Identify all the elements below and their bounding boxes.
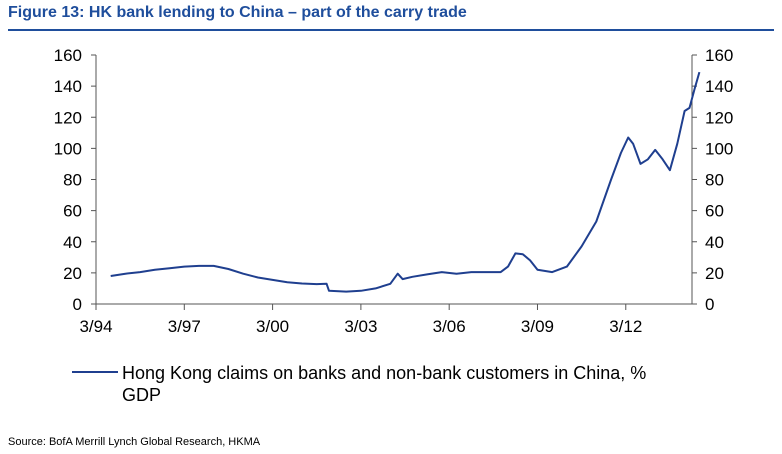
- y-tick-label-left: 80: [63, 171, 82, 190]
- y-tick-label-right: 160: [705, 46, 733, 65]
- y-tick-label-right: 0: [705, 295, 714, 314]
- y-tick-label-left: 40: [63, 233, 82, 252]
- y-tick-label-left: 20: [63, 264, 82, 283]
- plot-area: [110, 71, 701, 293]
- source-note: Source: BofA Merrill Lynch Global Resear…: [8, 436, 261, 448]
- y-tick-label-right: 120: [705, 108, 733, 127]
- x-tick-label: 3/12: [609, 317, 642, 336]
- x-tick-label: 3/94: [79, 317, 112, 336]
- y-tick-label-right: 80: [705, 171, 724, 190]
- y-tick-label-right: 20: [705, 264, 724, 283]
- figure-title: Figure 13: HK bank lending to China – pa…: [8, 4, 467, 21]
- y-tick-label-left: 60: [63, 202, 82, 221]
- x-tick-label: 3/09: [521, 317, 554, 336]
- y-tick-label-left: 140: [54, 77, 82, 96]
- tick-labels: 0 0 20 20 40 40 60 60 80 80 100 100 120 120 140 140 160 1…: [54, 46, 734, 336]
- y-tick-label-right: 60: [705, 202, 724, 221]
- y-tick-label-left: 0: [73, 295, 82, 314]
- title-rule: [8, 29, 774, 31]
- y-tick-label-left: 120: [54, 108, 82, 127]
- legend: Hong Kong claims on banks and non-bank c…: [72, 363, 646, 405]
- x-tick-label: 3/03: [344, 317, 377, 336]
- y-tick-label-right: 40: [705, 233, 724, 252]
- axes: [91, 54, 697, 310]
- y-tick-label-right: 140: [705, 77, 733, 96]
- legend-label-line-1: Hong Kong claims on banks and non-bank c…: [122, 363, 646, 383]
- line-chart: 0 0 20 20 40 40 60 60 80 80 100 100 120 120 140 140 160 1…: [54, 46, 734, 405]
- x-tick-label: 3/00: [256, 317, 289, 336]
- series-line: [110, 71, 701, 293]
- y-tick-label-left: 100: [54, 139, 82, 158]
- legend-label-line-2: GDP: [122, 385, 161, 405]
- y-tick-label-right: 100: [705, 139, 733, 158]
- x-tick-label: 3/97: [168, 317, 201, 336]
- y-tick-label-left: 160: [54, 46, 82, 65]
- x-tick-label: 3/06: [433, 317, 466, 336]
